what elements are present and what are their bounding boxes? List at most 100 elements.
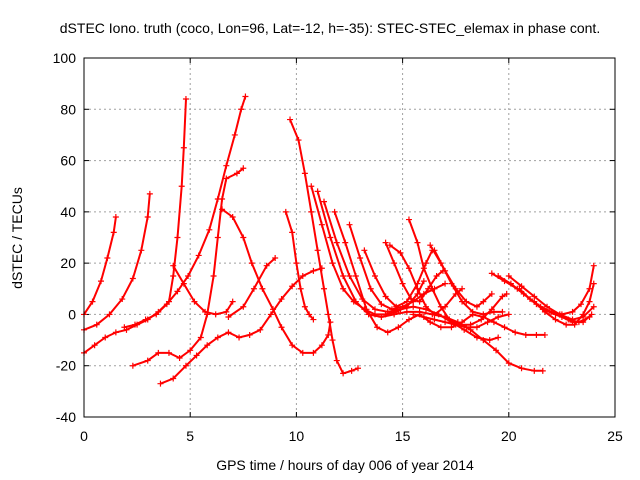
data-point [321, 285, 328, 292]
data-point [410, 311, 417, 318]
data-point [257, 326, 264, 333]
data-point [301, 303, 308, 310]
data-point [414, 239, 421, 246]
data-point [278, 324, 285, 331]
data-point [231, 131, 238, 138]
data-point [310, 316, 317, 323]
data-point [569, 316, 576, 323]
x-tick-label: 25 [607, 428, 623, 444]
data-point [522, 331, 529, 338]
data-point [516, 285, 523, 292]
data-point [552, 316, 559, 323]
data-point [393, 303, 400, 310]
data-point [295, 137, 302, 144]
data-point [391, 311, 398, 318]
data-point [480, 311, 487, 318]
data-point [531, 367, 538, 374]
data-point [195, 252, 202, 259]
data-point [448, 324, 455, 331]
data-point [405, 216, 412, 223]
data-point [102, 334, 109, 341]
data-point [206, 226, 213, 233]
data-point [391, 260, 398, 267]
data-point [399, 303, 406, 310]
data-point [580, 311, 587, 318]
data-point [410, 303, 417, 310]
data-point [527, 296, 534, 303]
data-point [431, 311, 438, 318]
data-point [431, 247, 438, 254]
data-point [299, 272, 306, 279]
data-point [348, 367, 355, 374]
data-point [193, 352, 200, 359]
x-tick-label: 10 [289, 428, 305, 444]
data-point [267, 311, 274, 318]
data-point [342, 239, 349, 246]
data-point [297, 285, 304, 292]
data-point [405, 265, 412, 272]
data-point [314, 247, 321, 254]
data-point [155, 349, 162, 356]
data-point [219, 196, 226, 203]
data-point [427, 319, 434, 326]
data-point [310, 267, 317, 274]
data-point [321, 198, 328, 205]
data-point [225, 313, 232, 320]
chart-title: dSTEC Iono. truth (coco, Lon=96, Lat=-12… [60, 20, 600, 36]
data-point [361, 247, 368, 254]
data-point [301, 170, 308, 177]
data-point [490, 308, 497, 315]
data-point [333, 357, 340, 364]
data-point [408, 296, 415, 303]
data-point [399, 280, 406, 287]
data-point [263, 262, 270, 269]
series-line [433, 249, 493, 308]
data-point [278, 296, 285, 303]
data-point [240, 165, 247, 172]
x-tick-label: 15 [395, 428, 411, 444]
data-point [223, 162, 230, 169]
data-point [185, 272, 192, 279]
data-point [91, 342, 98, 349]
data-point [121, 324, 128, 331]
data-point [310, 349, 317, 356]
data-point [318, 221, 325, 228]
series-line [363, 249, 434, 308]
data-point [346, 272, 353, 279]
data-point [182, 96, 189, 103]
data-point [170, 272, 177, 279]
series-22 [410, 311, 512, 331]
data-point [272, 255, 279, 262]
data-point [240, 303, 247, 310]
data-point [569, 308, 576, 315]
series-line [172, 265, 234, 316]
data-point [229, 213, 236, 220]
data-point [246, 331, 253, 338]
data-point [586, 285, 593, 292]
data-point [478, 316, 485, 323]
series-line [497, 275, 593, 324]
x-tick-label: 20 [501, 428, 517, 444]
data-point [512, 329, 519, 336]
data-point [463, 324, 470, 331]
data-point [223, 175, 230, 182]
data-point [431, 316, 438, 323]
data-point [112, 213, 119, 220]
data-point [289, 342, 296, 349]
data-point [531, 293, 538, 300]
data-point [442, 319, 449, 326]
series-0 [81, 213, 119, 318]
data-point [352, 272, 359, 279]
y-tick-label: 40 [60, 204, 76, 220]
data-point [240, 234, 247, 241]
data-point [507, 280, 514, 287]
series-17 [382, 239, 446, 305]
data-point [93, 321, 100, 328]
data-point [463, 298, 470, 305]
data-point [363, 306, 370, 313]
y-tick-label: 20 [60, 255, 76, 271]
data-point [473, 334, 480, 341]
data-point [437, 324, 444, 331]
data-point [548, 308, 555, 315]
data-point [238, 106, 245, 113]
